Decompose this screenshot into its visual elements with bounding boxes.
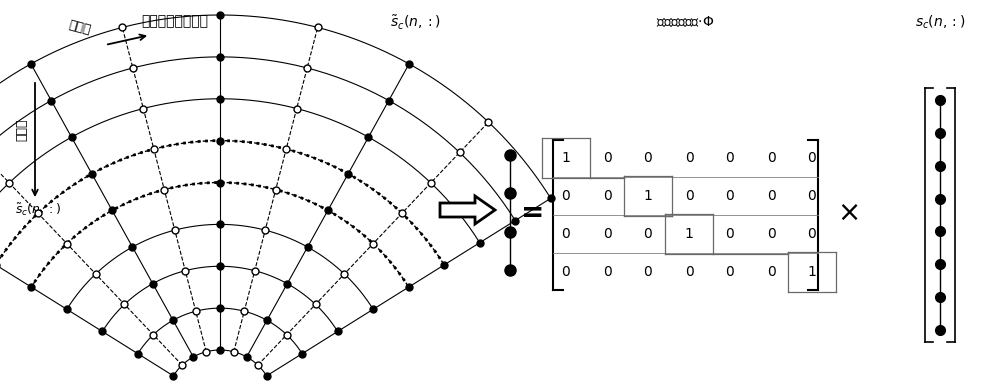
Text: 0: 0 xyxy=(644,227,652,241)
Text: 0: 0 xyxy=(603,151,611,165)
Text: 0: 0 xyxy=(726,189,734,203)
Text: =: = xyxy=(521,199,545,227)
Text: 低维观测矩阵·$\Phi$: 低维观测矩阵·$\Phi$ xyxy=(656,14,714,29)
Text: 0: 0 xyxy=(603,265,611,279)
Text: 0: 0 xyxy=(767,151,775,165)
Text: 距离向: 距离向 xyxy=(16,119,28,141)
Text: 0: 0 xyxy=(685,265,693,279)
Text: 0: 0 xyxy=(808,189,816,203)
Text: 0: 0 xyxy=(726,227,734,241)
Text: 0: 0 xyxy=(644,265,652,279)
Text: 0: 0 xyxy=(808,227,816,241)
Text: 方位向: 方位向 xyxy=(67,19,93,37)
Text: 0: 0 xyxy=(685,189,693,203)
Text: 1: 1 xyxy=(808,265,816,279)
Text: 0: 0 xyxy=(562,227,570,241)
Text: 0: 0 xyxy=(726,151,734,165)
Text: $\tilde{s}_c(n,:)$: $\tilde{s}_c(n,:)$ xyxy=(390,14,440,32)
Text: $\tilde{s}_c(n,:)$: $\tilde{s}_c(n,:)$ xyxy=(15,202,61,218)
Text: 0: 0 xyxy=(562,265,570,279)
Text: 1: 1 xyxy=(644,189,652,203)
Text: 0: 0 xyxy=(603,189,611,203)
Text: 0: 0 xyxy=(644,151,652,165)
Text: 0: 0 xyxy=(726,265,734,279)
Text: 1: 1 xyxy=(685,227,693,241)
Text: 0: 0 xyxy=(767,265,775,279)
Text: 0: 0 xyxy=(562,189,570,203)
Text: $s_c(n,:)$: $s_c(n,:)$ xyxy=(915,14,965,31)
Text: $\times$: $\times$ xyxy=(837,199,859,227)
Text: 0: 0 xyxy=(808,151,816,165)
Text: 0: 0 xyxy=(603,227,611,241)
Text: 空域稀疏回波数据: 空域稀疏回波数据 xyxy=(142,14,208,28)
FancyArrow shape xyxy=(440,196,495,224)
Text: 1: 1 xyxy=(562,151,570,165)
Text: 0: 0 xyxy=(685,151,693,165)
Text: 0: 0 xyxy=(767,189,775,203)
Text: 0: 0 xyxy=(767,227,775,241)
